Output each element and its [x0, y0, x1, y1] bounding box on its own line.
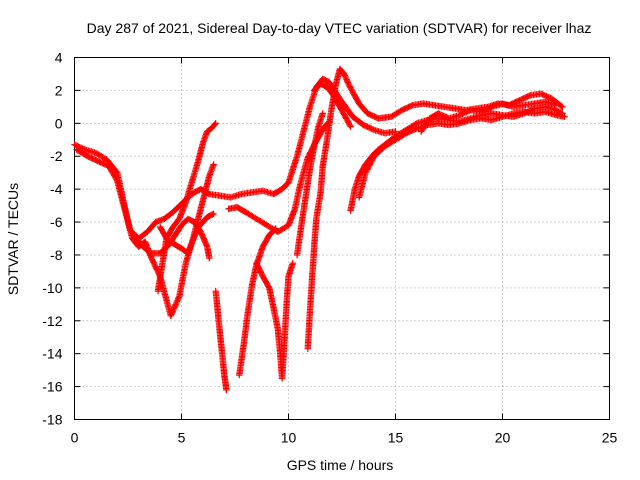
y-tick-label: -14	[42, 346, 62, 362]
data-series	[71, 65, 568, 394]
chart-title: Day 287 of 2021, Sidereal Day-to-day VTE…	[87, 20, 592, 36]
series-sat-d	[154, 120, 219, 295]
y-tick-label: -4	[50, 181, 63, 197]
data-point-markers	[131, 215, 213, 262]
series-sat-g	[236, 225, 279, 379]
series-sat-c	[131, 215, 213, 262]
x-tick-label: 0	[71, 430, 79, 446]
series-sat-f	[212, 288, 230, 394]
x-tick-label: 20	[495, 430, 511, 446]
series-sat-e	[156, 161, 217, 257]
data-point-markers	[71, 75, 399, 242]
x-axis-label: GPS time / hours	[287, 457, 394, 473]
series-sat-a	[71, 75, 399, 242]
data-point-markers	[154, 120, 219, 295]
y-tick-label: -18	[42, 412, 62, 428]
data-point-markers	[212, 288, 230, 394]
y-tick-label: -16	[42, 379, 62, 395]
series-sat-l	[311, 80, 354, 130]
data-point-markers	[156, 161, 217, 257]
data-point-markers	[304, 65, 566, 352]
axis-ticks: 0 5 10 15 20 25 -18 -16 -14 -12 -10 -8 -6 -4 -2 0 2 4	[42, 50, 617, 446]
series-sat-o	[418, 98, 560, 135]
series-sat-k	[304, 65, 566, 352]
x-tick-label: 10	[281, 430, 297, 446]
data-point-markers	[236, 225, 279, 379]
series-sat-n	[355, 108, 568, 201]
y-tick-label: 2	[55, 82, 63, 98]
series-sat-h	[253, 260, 296, 382]
data-point-markers	[311, 80, 354, 130]
series-sat-j	[293, 110, 326, 259]
y-tick-label: -12	[42, 313, 62, 329]
x-tick-label: 25	[602, 430, 618, 446]
y-tick-label: -8	[50, 247, 63, 263]
y-tick-label: 0	[55, 115, 63, 131]
y-tick-label: -10	[42, 280, 62, 296]
y-tick-label: -6	[50, 214, 63, 230]
y-tick-label: 4	[55, 50, 63, 66]
y-axis-label: SDTVAR / TECUs	[5, 183, 21, 295]
data-point-markers	[355, 108, 568, 201]
x-tick-label: 15	[388, 430, 404, 446]
data-point-markers	[293, 110, 326, 259]
data-point-markers	[253, 260, 296, 382]
y-tick-label: -2	[50, 148, 63, 164]
data-point-markers	[418, 98, 560, 135]
x-tick-label: 5	[178, 430, 186, 446]
plot-frame	[74, 57, 610, 420]
